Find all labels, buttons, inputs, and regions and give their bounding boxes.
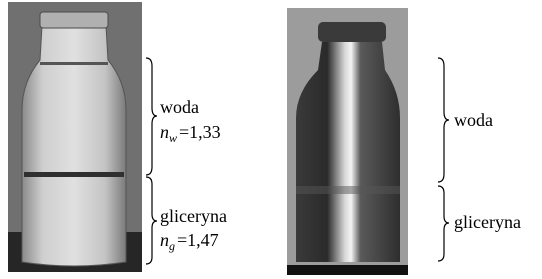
value: =1,47 (177, 230, 219, 250)
formula: ng=1,47 (160, 230, 219, 253)
symbol: n (160, 122, 169, 142)
subscript: w (169, 131, 177, 145)
brace (438, 58, 449, 182)
formula: nw=1,33 (160, 122, 221, 145)
photo-right (287, 8, 408, 275)
label: woda (454, 110, 493, 130)
label: gliceryna (454, 212, 521, 232)
value: =1,33 (179, 122, 221, 142)
photo-left (8, 2, 142, 272)
symbol: n (160, 230, 169, 250)
subscript: g (169, 239, 175, 253)
label: gliceryna (160, 206, 227, 226)
brace (146, 58, 157, 175)
brace (146, 177, 157, 264)
figure: woda nw=1,33 gliceryna ng=1,47 woda glic… (0, 0, 542, 279)
label: woda (160, 97, 199, 117)
brace (438, 186, 449, 261)
